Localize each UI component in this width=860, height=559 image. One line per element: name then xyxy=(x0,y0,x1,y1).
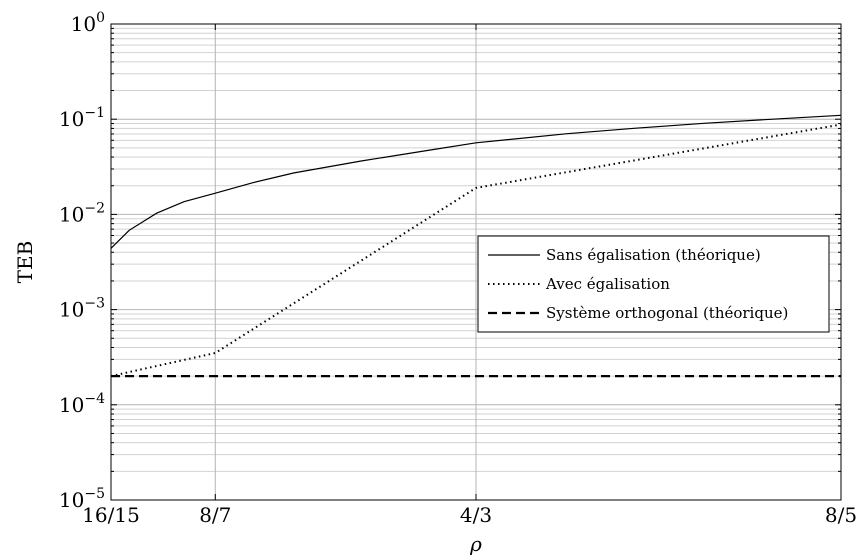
x-tick-label: 8/5 xyxy=(825,503,857,527)
y-tick-label: 10−1 xyxy=(59,105,105,131)
y-tick-label: 10−4 xyxy=(59,391,105,417)
series-line-1 xyxy=(110,114,842,249)
legend-box xyxy=(477,235,830,333)
legend-label-1: Sans égalisation (théorique) xyxy=(546,246,761,264)
x-tick-label: 8/7 xyxy=(199,503,231,527)
y-tick-label: 100 xyxy=(71,10,105,36)
y-tick-labels: 10−5 10−4 10−3 10−2 10−1 100 xyxy=(59,10,105,512)
axis-ticks xyxy=(110,23,842,501)
series-line-2 xyxy=(110,123,842,378)
y-axis-label: TEB xyxy=(13,241,37,284)
y-tick-label: 10−5 xyxy=(59,486,105,512)
y-tick-label: 10−3 xyxy=(59,296,105,322)
y-tick-label: 10−2 xyxy=(59,200,105,226)
plot-series xyxy=(110,114,842,378)
x-tick-label: 4/3 xyxy=(460,503,492,527)
x-tick-label: 16/15 xyxy=(82,503,140,527)
legend-label-3: Système orthogonal (théorique) xyxy=(546,304,788,322)
x-axis-label: ρ xyxy=(469,532,482,556)
x-tick-labels: 16/15 8/7 4/3 8/5 xyxy=(82,503,857,527)
legend-label-2: Avec égalisation xyxy=(545,275,670,293)
legend: Sans égalisation (théorique) Avec égalisa… xyxy=(477,235,830,333)
